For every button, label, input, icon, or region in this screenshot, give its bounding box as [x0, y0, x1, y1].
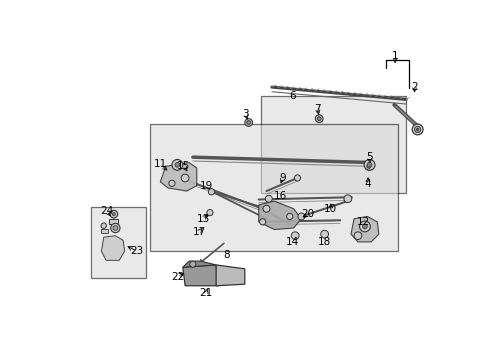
Circle shape — [263, 205, 269, 212]
Text: 16: 16 — [273, 191, 286, 201]
Circle shape — [110, 223, 120, 233]
Circle shape — [259, 219, 265, 225]
Circle shape — [291, 232, 299, 239]
Circle shape — [208, 189, 214, 195]
Circle shape — [189, 261, 196, 267]
Polygon shape — [183, 265, 218, 286]
Text: 20: 20 — [301, 209, 313, 219]
Circle shape — [317, 117, 321, 121]
Bar — [109, 219, 118, 224]
Circle shape — [181, 174, 189, 182]
Circle shape — [244, 119, 252, 126]
Circle shape — [168, 180, 175, 186]
Circle shape — [411, 124, 422, 135]
Circle shape — [206, 210, 213, 216]
Polygon shape — [258, 201, 301, 230]
Bar — [101, 229, 107, 233]
Text: 6: 6 — [288, 91, 295, 100]
Text: 4: 4 — [364, 179, 370, 189]
Text: 9: 9 — [279, 173, 285, 183]
Polygon shape — [101, 236, 124, 260]
Circle shape — [364, 159, 374, 170]
Circle shape — [353, 232, 361, 239]
Polygon shape — [350, 216, 378, 242]
Circle shape — [265, 195, 272, 202]
Polygon shape — [160, 163, 196, 191]
Text: 17: 17 — [192, 227, 205, 237]
Circle shape — [110, 210, 118, 218]
Circle shape — [101, 223, 106, 228]
Circle shape — [246, 121, 250, 125]
Text: 10: 10 — [324, 204, 337, 214]
Text: 8: 8 — [223, 250, 229, 260]
Text: 11: 11 — [153, 159, 166, 169]
Circle shape — [172, 159, 183, 170]
Polygon shape — [261, 95, 405, 193]
Circle shape — [113, 226, 118, 230]
Text: 22: 22 — [170, 271, 183, 282]
Text: 15: 15 — [177, 161, 190, 171]
Polygon shape — [216, 265, 244, 286]
Text: 21: 21 — [199, 288, 212, 298]
Text: 18: 18 — [317, 237, 330, 247]
Circle shape — [315, 115, 323, 122]
Circle shape — [359, 221, 369, 232]
Text: 3: 3 — [242, 109, 248, 119]
Circle shape — [286, 213, 292, 220]
Circle shape — [175, 163, 179, 167]
Text: 12: 12 — [356, 217, 369, 227]
Circle shape — [364, 163, 372, 170]
Text: 19: 19 — [200, 181, 213, 191]
Circle shape — [416, 128, 418, 131]
Circle shape — [414, 126, 420, 132]
Text: 14: 14 — [285, 237, 298, 247]
Circle shape — [294, 175, 300, 181]
Circle shape — [320, 230, 328, 238]
Circle shape — [297, 213, 304, 220]
Text: 2: 2 — [410, 82, 417, 92]
Polygon shape — [183, 261, 216, 267]
Text: 24: 24 — [100, 206, 113, 216]
Text: 5: 5 — [366, 152, 372, 162]
Circle shape — [366, 165, 370, 168]
Polygon shape — [150, 124, 397, 251]
Text: 1: 1 — [391, 51, 398, 61]
Polygon shape — [90, 207, 146, 278]
Circle shape — [112, 213, 115, 216]
Text: 7: 7 — [314, 104, 320, 114]
Circle shape — [343, 195, 351, 203]
Text: 23: 23 — [130, 246, 143, 256]
Circle shape — [366, 163, 371, 167]
Circle shape — [362, 224, 366, 229]
Text: 13: 13 — [196, 214, 209, 224]
